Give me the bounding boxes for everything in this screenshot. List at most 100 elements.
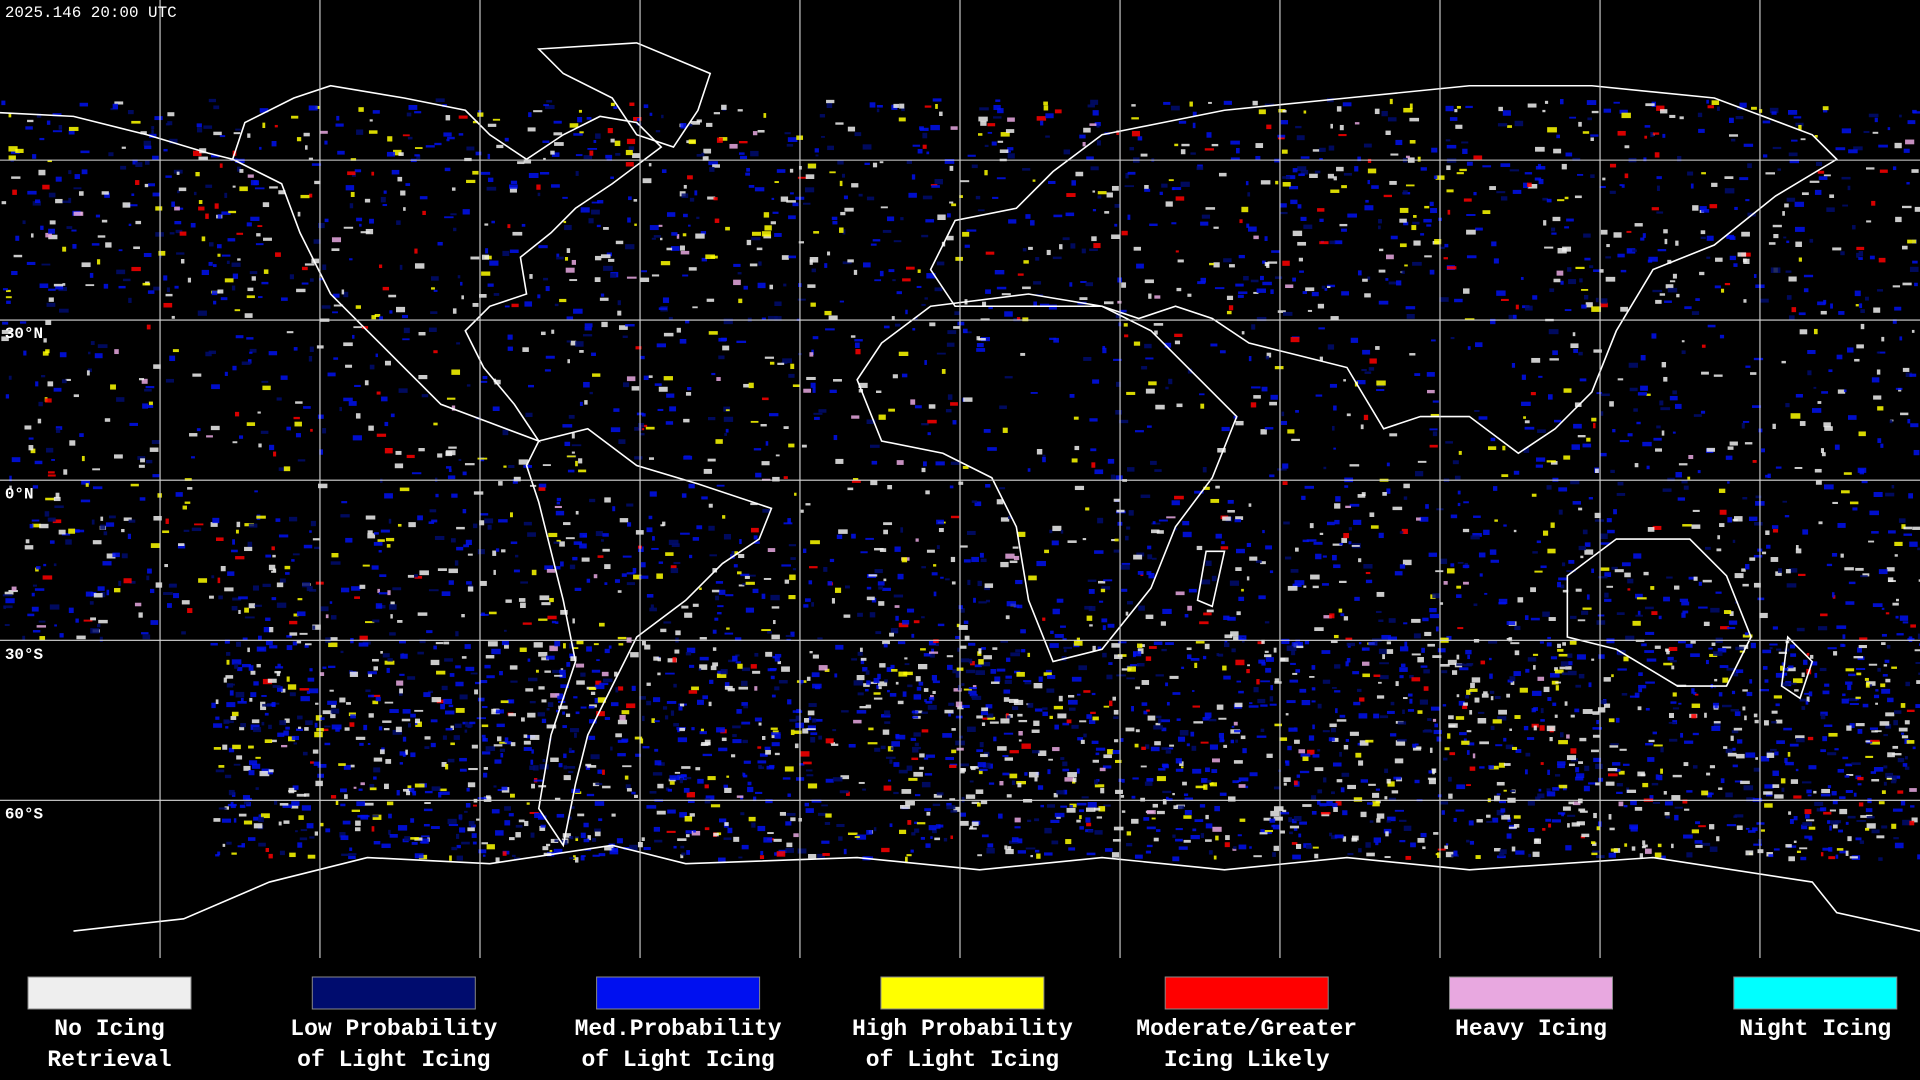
icing-pixel bbox=[1305, 287, 1315, 292]
icing-pixel bbox=[1621, 562, 1631, 567]
icing-pixel bbox=[639, 277, 650, 283]
icing-pixel bbox=[1431, 339, 1436, 342]
icing-pixel bbox=[616, 838, 623, 844]
icing-pixel bbox=[1885, 724, 1892, 729]
icing-pixel bbox=[717, 605, 724, 608]
icing-pixel bbox=[901, 557, 908, 563]
icing-pixel bbox=[1579, 378, 1587, 382]
icing-pixel bbox=[155, 206, 163, 211]
icing-pixel bbox=[444, 658, 453, 662]
icing-pixel bbox=[504, 644, 509, 649]
icing-pixel bbox=[1250, 402, 1257, 408]
icing-pixel bbox=[682, 233, 687, 237]
icing-pixel bbox=[1717, 647, 1727, 653]
icing-pixel bbox=[1496, 793, 1501, 796]
icing-pixel bbox=[315, 105, 320, 109]
icing-pixel bbox=[399, 487, 410, 492]
icing-pixel bbox=[761, 629, 771, 632]
icing-pixel bbox=[322, 428, 327, 434]
icing-pixel bbox=[1399, 564, 1406, 569]
icing-pixel bbox=[1534, 570, 1543, 573]
icing-pixel bbox=[1804, 809, 1812, 815]
icing-pixel bbox=[1547, 697, 1552, 701]
icing-pixel bbox=[1530, 392, 1536, 396]
icing-pixel bbox=[1699, 206, 1707, 211]
icing-pixel bbox=[1127, 171, 1136, 175]
icing-pixel bbox=[1256, 288, 1266, 293]
icing-pixel bbox=[737, 272, 742, 275]
icing-pixel bbox=[86, 370, 90, 376]
icing-pixel bbox=[271, 141, 277, 147]
icing-pixel bbox=[148, 183, 156, 187]
icing-pixel bbox=[314, 731, 323, 738]
icing-pixel bbox=[669, 406, 677, 412]
icing-pixel bbox=[566, 455, 576, 458]
icing-pixel bbox=[331, 724, 342, 730]
icing-pixel bbox=[203, 125, 213, 129]
icing-pixel bbox=[1707, 792, 1712, 798]
icing-pixel bbox=[876, 390, 882, 394]
icing-pixel bbox=[227, 238, 236, 242]
icing-pixel bbox=[531, 569, 537, 576]
icing-pixel bbox=[640, 562, 646, 568]
icing-pixel bbox=[172, 349, 179, 353]
icing-pixel bbox=[1018, 739, 1022, 742]
icing-pixel bbox=[562, 711, 565, 715]
icing-pixel bbox=[851, 415, 860, 419]
icing-pixel bbox=[1282, 110, 1287, 113]
icing-pixel bbox=[487, 177, 494, 183]
icing-pixel bbox=[582, 334, 593, 337]
icing-pixel bbox=[882, 640, 890, 645]
icing-pixel bbox=[1413, 214, 1417, 218]
icing-pixel bbox=[1793, 678, 1803, 684]
icing-pixel bbox=[1473, 191, 1477, 196]
icing-pixel bbox=[1785, 844, 1792, 848]
icing-pixel bbox=[1542, 611, 1550, 617]
icing-pixel bbox=[1008, 698, 1019, 703]
icing-pixel bbox=[224, 774, 232, 779]
icing-pixel bbox=[225, 726, 229, 729]
icing-pixel bbox=[1787, 751, 1791, 757]
icing-pixel bbox=[1309, 173, 1318, 179]
icing-pixel bbox=[781, 255, 789, 260]
icing-pixel bbox=[716, 137, 723, 143]
icing-pixel bbox=[27, 613, 35, 617]
icing-pixel bbox=[93, 593, 103, 598]
icing-pixel bbox=[1266, 124, 1272, 130]
icing-pixel bbox=[568, 414, 575, 419]
icing-pixel bbox=[418, 448, 425, 452]
icing-pixel bbox=[210, 642, 218, 646]
icing-pixel bbox=[915, 710, 923, 714]
icing-pixel bbox=[723, 406, 731, 412]
icing-pixel bbox=[1403, 825, 1412, 831]
icing-pixel bbox=[1813, 328, 1818, 335]
icing-pixel bbox=[868, 574, 878, 577]
icing-pixel bbox=[1388, 281, 1397, 285]
icing-pixel bbox=[1765, 172, 1776, 175]
icing-pixel bbox=[462, 509, 467, 514]
icing-pixel bbox=[8, 375, 12, 380]
icing-pixel bbox=[181, 600, 190, 605]
icing-pixel bbox=[1734, 206, 1738, 210]
icing-pixel bbox=[405, 183, 411, 186]
icing-pixel bbox=[866, 680, 871, 685]
icing-pixel bbox=[1424, 255, 1432, 258]
icing-pixel bbox=[1657, 249, 1667, 252]
icing-pixel bbox=[812, 654, 819, 659]
icing-pixel bbox=[91, 519, 95, 525]
icing-pixel bbox=[1368, 367, 1375, 371]
icing-pixel bbox=[927, 705, 937, 710]
icing-pixel bbox=[841, 710, 849, 713]
icing-pixel bbox=[1280, 830, 1285, 834]
icing-pixel bbox=[1390, 153, 1399, 156]
icing-pixel bbox=[446, 138, 450, 142]
icing-pixel bbox=[1131, 130, 1140, 137]
icing-pixel bbox=[73, 394, 79, 398]
icing-pixel bbox=[459, 815, 463, 821]
icing-pixel bbox=[32, 630, 41, 633]
icing-pixel bbox=[258, 296, 263, 299]
icing-pixel bbox=[1204, 148, 1214, 151]
icing-pixel bbox=[1302, 804, 1312, 807]
icing-pixel bbox=[268, 351, 278, 356]
icing-pixel bbox=[53, 387, 62, 392]
